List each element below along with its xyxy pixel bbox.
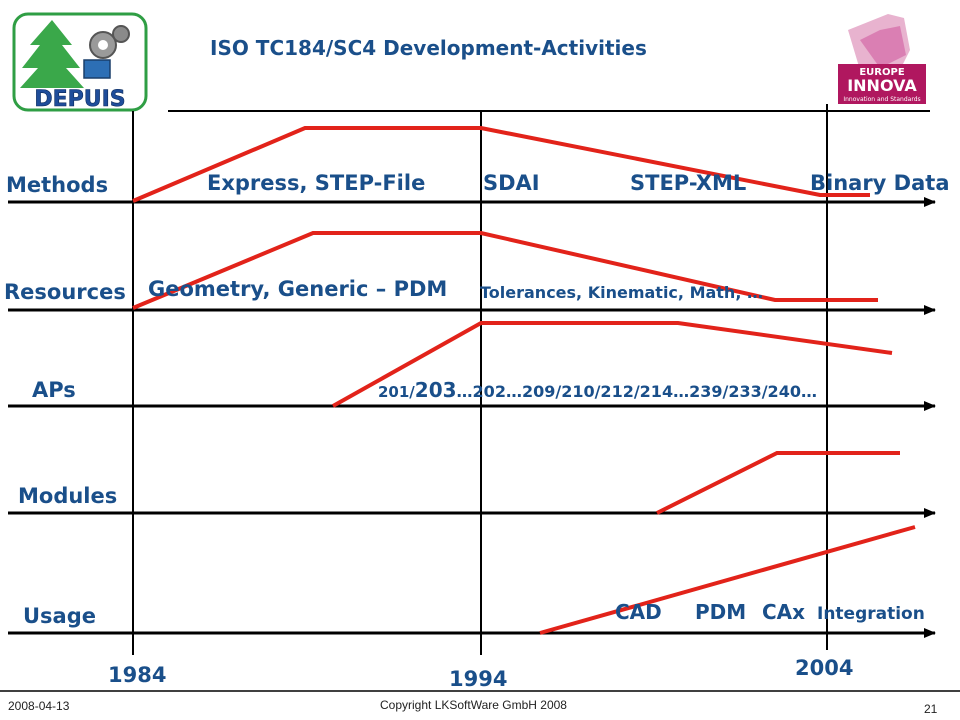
laptop-icon <box>83 59 111 79</box>
methods-express-label: Express, STEP-File <box>207 171 425 195</box>
aps-list-label: 201/203…202…209/210/212/214…239/233/240… <box>378 378 817 402</box>
page-title: ISO TC184/SC4 Development-Activities <box>210 36 647 60</box>
aps-activity-line <box>332 321 893 408</box>
tree-icon <box>20 20 84 88</box>
year-label-1994: 1994 <box>449 667 507 691</box>
row-label-aps: APs <box>32 378 76 402</box>
innovation-standards-text: Innovation and Standards <box>843 96 920 103</box>
resources-tolerances-label: Tolerances, Kinematic, Math, … <box>480 283 763 302</box>
europe-innova-logo: EUROPE INNOVA Innovation and Standards <box>838 14 926 104</box>
methods-sdai-label: SDAI <box>483 171 540 195</box>
footer-page-number: 21 <box>924 702 938 716</box>
innova-text: INNOVA <box>847 76 917 95</box>
resources-geometry-label: Geometry, Generic – PDM <box>148 277 447 301</box>
row-label-modules: Modules <box>18 484 117 508</box>
methods-stepxml-label: STEP-XML <box>630 171 746 195</box>
row-label-resources: Resources <box>4 280 126 304</box>
resources-activity-line <box>132 231 878 310</box>
footer-copyright: Copyright LKSoftWare GmbH 2008 <box>380 698 567 712</box>
usage-integration-label: Integration <box>817 604 925 624</box>
usage-cad-label: CAD <box>615 600 662 624</box>
footer-date: 2008-04-13 <box>8 699 70 713</box>
year-label-2004: 2004 <box>795 656 853 680</box>
row-label-methods: Methods <box>6 173 108 197</box>
usage-activity-line <box>539 525 916 635</box>
row-label-usage: Usage <box>23 604 96 628</box>
usage-pdm-label: PDM <box>695 600 746 624</box>
year-label-1984: 1984 <box>108 663 166 687</box>
usage-cax-label: CAx <box>762 600 805 624</box>
methods-binary-label: Binary Data <box>810 171 950 195</box>
modules-activity-line <box>656 451 900 515</box>
methods-activity-line <box>132 126 870 203</box>
europe-text: EUROPE <box>859 67 904 78</box>
depuis-logo-text: DEPUIS <box>34 87 125 112</box>
depuis-logo: DEPUIS <box>12 12 148 112</box>
gear-icon-small <box>112 25 130 43</box>
